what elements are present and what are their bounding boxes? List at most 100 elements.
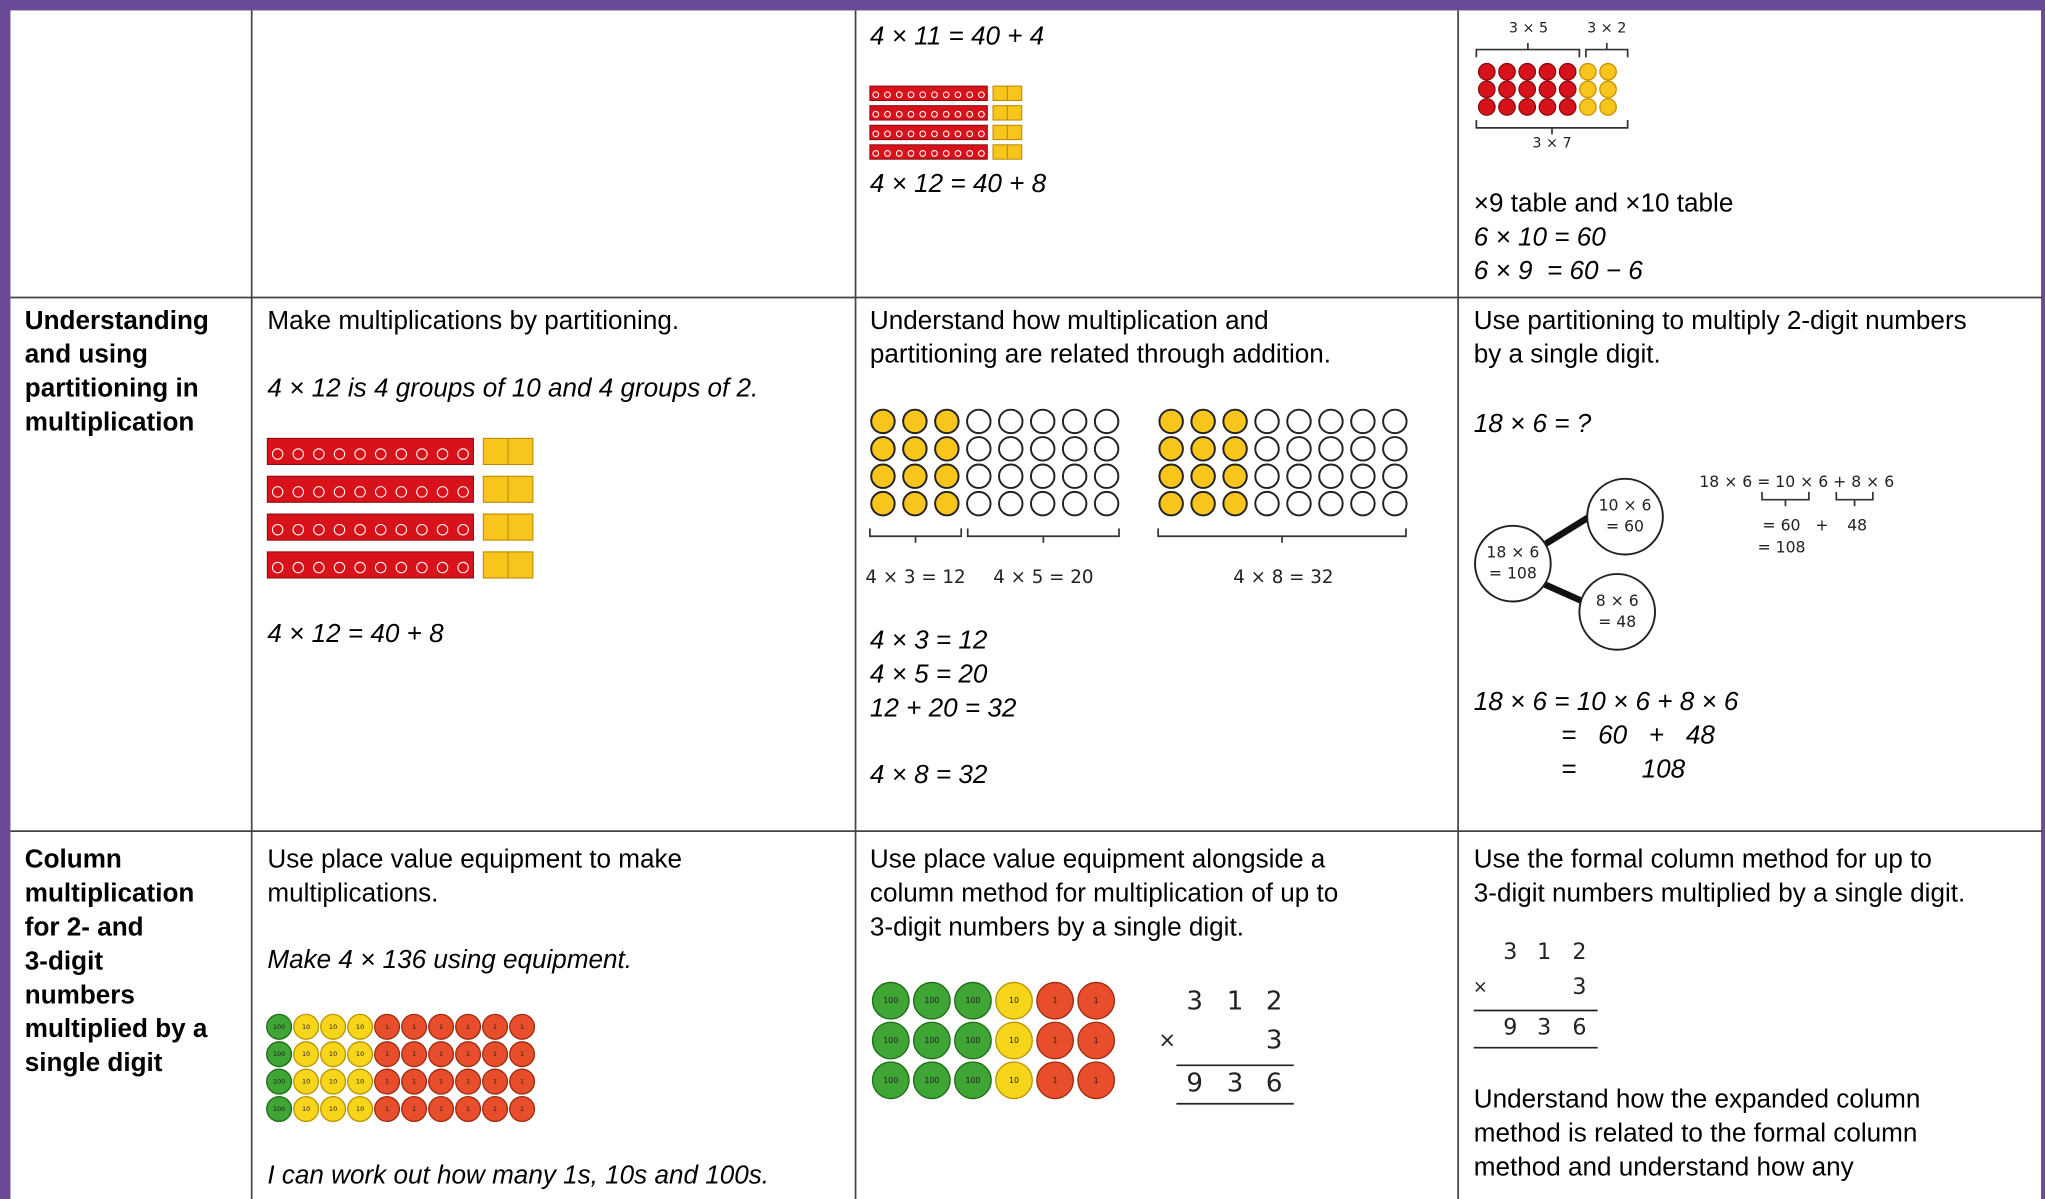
counter-label: 10 — [329, 1023, 337, 1031]
cube-stud — [354, 448, 366, 460]
digit: 6 — [1572, 1015, 1586, 1041]
caption: ×9 table and ×10 table — [1473, 189, 1734, 218]
counter-label: 1 — [520, 1050, 524, 1058]
operator: × — [1473, 978, 1488, 998]
counter — [1382, 463, 1408, 489]
counter-label: 10 — [356, 1105, 364, 1113]
counter — [934, 490, 960, 517]
counter — [1222, 408, 1248, 435]
counter — [966, 463, 992, 489]
cube-stud — [457, 486, 469, 498]
counter-label: 1 — [439, 1078, 443, 1086]
frame-left — [0, 0, 11, 1199]
cube-stud — [954, 110, 962, 118]
counter-label: 1 — [412, 1078, 416, 1086]
place-value-counter — [954, 1061, 992, 1100]
tree-node — [1474, 524, 1552, 603]
counter-label: 1 — [493, 1050, 497, 1058]
bracket — [1585, 43, 1629, 58]
place-value-counter — [482, 1068, 509, 1095]
equation: 6 × 9 = 60 − 6 — [1473, 257, 1643, 286]
cube-stud — [907, 150, 915, 157]
cube-stud — [313, 448, 325, 460]
digit: 2 — [1572, 939, 1586, 965]
place-value-counter — [509, 1068, 536, 1095]
cube-stud — [395, 486, 408, 498]
grid — [10, 10, 2043, 1199]
counter — [1029, 490, 1056, 517]
counter — [1061, 463, 1088, 489]
place-value-counter — [266, 1041, 293, 1068]
counter — [1093, 408, 1120, 435]
counter-label: 100 — [924, 1076, 939, 1085]
digit: 9 — [1186, 1069, 1203, 1099]
row-heading: single digit — [24, 1048, 163, 1078]
array-dot — [1599, 98, 1617, 116]
counter-label: 10 — [1009, 996, 1019, 1005]
cube-stud — [416, 523, 428, 536]
cube-stud — [966, 110, 974, 118]
place-value-counter — [1077, 981, 1116, 1020]
row-heading: for 2- and — [24, 913, 144, 942]
counter — [1350, 463, 1376, 489]
counter-label: 10 — [1009, 1036, 1019, 1045]
operator: × — [1159, 1028, 1176, 1052]
cube-stud — [333, 486, 346, 498]
counter — [998, 490, 1024, 517]
counter-label: 1 — [412, 1105, 416, 1113]
counter — [998, 408, 1024, 435]
counter — [1318, 408, 1344, 435]
counter — [1029, 408, 1056, 435]
counter-label: 1 — [493, 1078, 497, 1086]
place-value-counter — [482, 1013, 509, 1040]
array-dot — [1498, 80, 1516, 99]
cube-stud — [931, 150, 938, 157]
cube-stud — [374, 561, 387, 574]
equation: 4 × 12 = 40 + 8 — [869, 169, 1047, 199]
equation: = 108 — [1561, 755, 1686, 785]
counter-label: 100 — [883, 996, 898, 1005]
place-value-counter — [455, 1068, 482, 1095]
cube-stud — [907, 91, 915, 99]
counter — [1286, 436, 1312, 462]
red-cube-bar — [869, 144, 988, 160]
place-value-counter — [347, 1068, 374, 1095]
counter — [902, 490, 928, 517]
place-value-counter — [347, 1095, 374, 1123]
counter-label: 1 — [385, 1050, 389, 1058]
counter-label: 10 — [302, 1050, 310, 1058]
counter — [1286, 408, 1312, 435]
counter-label: 100 — [924, 996, 939, 1005]
place-value-counter — [374, 1013, 401, 1040]
cube-stud — [374, 486, 387, 498]
counter — [934, 408, 960, 435]
instruction: multiplications. — [267, 879, 439, 909]
counter — [1061, 436, 1088, 462]
place-value-counter — [428, 1013, 455, 1040]
diagram-label: = 60 — [1763, 515, 1801, 534]
instruction: method and understand how any — [1473, 1153, 1854, 1183]
note: I can work out how many 1s, 10s and 100s… — [267, 1161, 770, 1190]
place-value-counter — [266, 1013, 293, 1040]
counter-label: 1 — [1053, 1076, 1058, 1085]
row-heading: Column — [24, 845, 122, 875]
diagram-label: 3 × 5 — [1509, 21, 1548, 37]
diagram-label: + — [1815, 515, 1828, 534]
place-value-counter — [912, 1061, 951, 1100]
counter-label: 1 — [439, 1105, 443, 1113]
counter — [934, 436, 960, 462]
counter — [1158, 436, 1184, 462]
red-cube-bar — [869, 85, 988, 101]
place-value-counter — [401, 1068, 428, 1095]
cube-stud — [436, 523, 449, 536]
equation: 4 × 12 = 40 + 8 — [267, 619, 444, 649]
counter-label: 10 — [329, 1078, 337, 1086]
counter — [1190, 408, 1216, 435]
counter-label: 10 — [356, 1078, 364, 1086]
array-dot — [1538, 98, 1557, 116]
cube-stud — [942, 91, 950, 99]
cube-stud — [271, 561, 284, 574]
place-value-counter — [374, 1041, 401, 1068]
cube-stud — [978, 130, 985, 138]
